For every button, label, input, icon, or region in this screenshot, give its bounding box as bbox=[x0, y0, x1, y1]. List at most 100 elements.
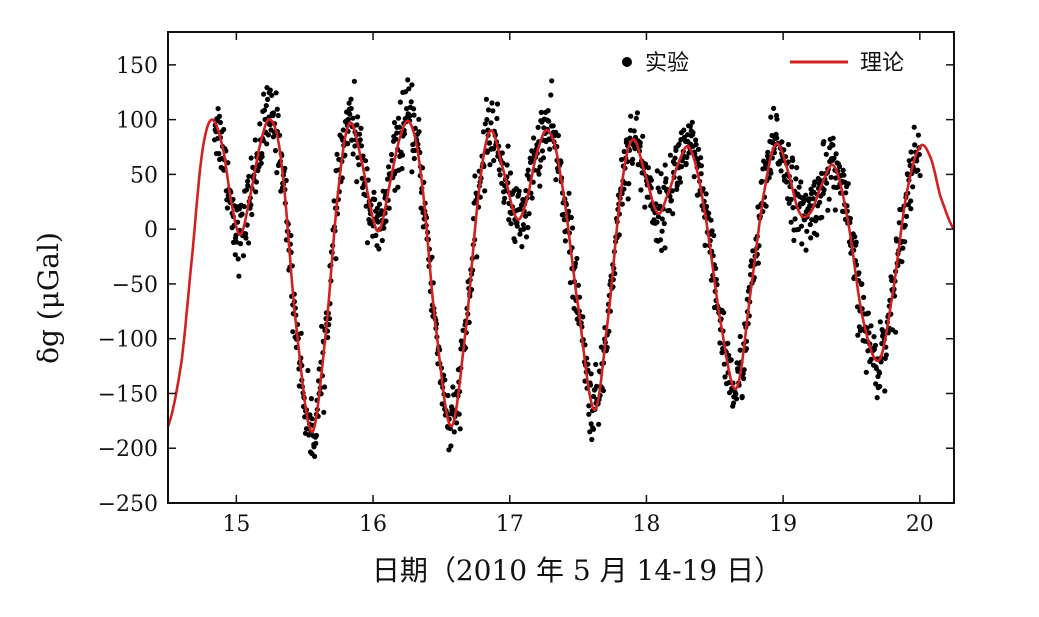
experiment-point bbox=[621, 148, 627, 155]
experiment-point bbox=[807, 221, 813, 228]
experiment-point bbox=[750, 248, 756, 254]
experiment-point bbox=[348, 105, 354, 112]
experiment-point bbox=[217, 119, 223, 126]
experiment-point bbox=[482, 121, 488, 127]
experiment-point bbox=[491, 158, 497, 164]
experiment-point bbox=[633, 115, 639, 121]
experiment-point bbox=[792, 216, 798, 222]
experiment-point bbox=[763, 203, 769, 209]
experiment-point bbox=[411, 112, 417, 118]
experiment-point bbox=[216, 151, 222, 157]
experiment-point bbox=[248, 155, 254, 161]
axis-ticks: 15 16 17 18 19 20 150 100 50 0 −50 −100 −150 −200 −250 bbox=[98, 32, 954, 537]
x-axis-label: 日期（2010 年 5 月 14-19 日） bbox=[372, 554, 782, 587]
experiment-point bbox=[900, 245, 906, 251]
experiment-point bbox=[351, 78, 357, 84]
experiment-point bbox=[547, 146, 553, 152]
experiment-point bbox=[873, 381, 879, 387]
experiment-point bbox=[357, 137, 363, 143]
experiment-point bbox=[354, 179, 360, 185]
experiment-point bbox=[803, 192, 809, 198]
experiment-point bbox=[813, 214, 819, 220]
experiment-point bbox=[681, 127, 687, 133]
experiment-point bbox=[619, 201, 625, 207]
y-axis-label: δg (μGal) bbox=[32, 232, 65, 364]
experiment-point bbox=[442, 377, 448, 383]
experiment-point bbox=[693, 141, 699, 148]
experiment-point bbox=[239, 211, 245, 217]
experiment-point bbox=[708, 277, 715, 283]
experiment-point bbox=[755, 260, 762, 266]
experiment-point bbox=[348, 96, 354, 102]
experiment-point bbox=[894, 238, 900, 244]
experiment-point bbox=[814, 232, 820, 238]
experiment-point bbox=[877, 383, 883, 390]
experiment-point bbox=[319, 323, 325, 329]
experiment-point bbox=[393, 136, 399, 142]
y-tick-label: 150 bbox=[116, 54, 158, 79]
experiment-point bbox=[826, 196, 832, 202]
experiment-point bbox=[677, 179, 684, 185]
experiment-point bbox=[521, 226, 527, 232]
experiment-point bbox=[520, 222, 527, 228]
experiment-point bbox=[825, 207, 831, 213]
experiment-point bbox=[629, 160, 636, 166]
experiment-point bbox=[737, 347, 743, 353]
experiment-point bbox=[572, 260, 579, 266]
experiment-point bbox=[253, 179, 259, 185]
experiment-point bbox=[405, 77, 411, 83]
experiment-point bbox=[274, 106, 280, 112]
y-tick-label: −100 bbox=[98, 328, 158, 353]
experiment-point bbox=[275, 112, 281, 119]
experiment-point bbox=[626, 181, 632, 187]
experiment-point bbox=[788, 196, 794, 202]
experiment-point bbox=[257, 121, 263, 127]
experiment-point bbox=[852, 234, 858, 240]
experiment-point bbox=[512, 238, 518, 245]
x-tick-label: 15 bbox=[222, 512, 250, 537]
experiment-point bbox=[574, 255, 580, 262]
experiment-point bbox=[711, 232, 717, 239]
experiment-point bbox=[356, 162, 362, 168]
x-tick-label: 16 bbox=[359, 512, 387, 537]
experiment-point bbox=[567, 280, 574, 286]
experiment-point bbox=[741, 367, 747, 373]
experiment-point bbox=[662, 162, 668, 168]
experiment-point bbox=[246, 240, 252, 246]
experiment-point bbox=[566, 190, 572, 196]
x-tick-label: 17 bbox=[496, 512, 524, 537]
experiment-point bbox=[588, 421, 594, 427]
experiment-point bbox=[798, 223, 805, 229]
experiment-point bbox=[586, 411, 592, 417]
legend-label-theory: 理论 bbox=[860, 51, 904, 76]
experiment-point bbox=[910, 184, 916, 190]
experiment-point bbox=[516, 188, 522, 194]
experiment-point bbox=[395, 184, 401, 190]
experiment-point bbox=[274, 170, 280, 176]
experiment-point bbox=[379, 237, 385, 244]
experiment-point bbox=[871, 334, 877, 340]
experiment-point bbox=[548, 92, 554, 98]
experiment-point bbox=[915, 167, 921, 173]
experiment-point bbox=[833, 151, 839, 157]
experiment-point bbox=[877, 370, 883, 376]
experiment-point bbox=[908, 149, 914, 155]
experiment-point bbox=[871, 346, 878, 352]
experiment-point bbox=[861, 294, 867, 300]
experiment-point bbox=[728, 357, 734, 363]
experiment-point bbox=[709, 228, 715, 234]
experiment-point bbox=[246, 173, 252, 179]
experiment-point bbox=[832, 207, 838, 213]
experiment-point bbox=[768, 114, 774, 120]
experiment-point bbox=[917, 172, 923, 179]
experiment-point bbox=[774, 116, 780, 122]
experiment-point bbox=[791, 237, 797, 243]
experiment-point bbox=[872, 342, 879, 348]
experiment-point bbox=[411, 155, 417, 162]
experiment-point bbox=[568, 214, 574, 221]
experiment-point bbox=[684, 154, 690, 160]
experiment-point bbox=[334, 151, 340, 157]
experiment-point bbox=[721, 361, 727, 367]
experiment-point bbox=[236, 273, 242, 279]
experiment-point bbox=[290, 329, 296, 335]
